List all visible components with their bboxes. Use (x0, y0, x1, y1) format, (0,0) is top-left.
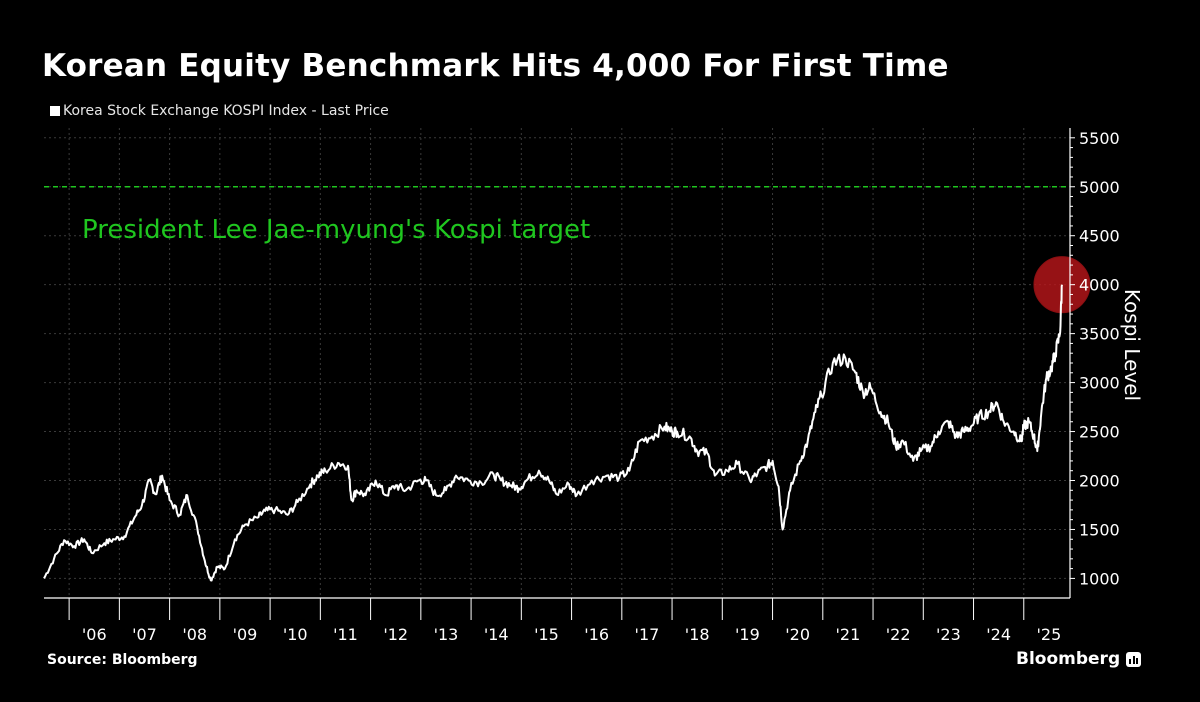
y-tick-label: 4000 (1079, 276, 1120, 295)
x-tick-label: '07 (132, 625, 157, 644)
y-tick-label: 4500 (1079, 227, 1120, 246)
bloomberg-bars-icon (1126, 651, 1142, 667)
x-tick-label: '15 (534, 625, 559, 644)
y-tick-label: 5500 (1079, 129, 1120, 148)
kospi-series-line (43, 284, 1063, 582)
legend: Korea Stock Exchange KOSPI Index - Last … (50, 103, 389, 119)
x-tick-label: '13 (434, 625, 459, 644)
kospi-chart: President Lee Jae-myung's Kospi target 1… (43, 128, 1144, 644)
x-tick-label: '06 (82, 625, 107, 644)
series-layer (43, 256, 1091, 582)
y-tick-label: 1500 (1079, 520, 1120, 539)
x-tick-label: '21 (836, 625, 861, 644)
y-tick-label: 3500 (1079, 325, 1120, 344)
x-tick-label: '17 (635, 625, 660, 644)
target-annotation: President Lee Jae-myung's Kospi target (82, 215, 590, 245)
y-tick-label: 2500 (1079, 423, 1120, 442)
legend-swatch (50, 106, 60, 116)
axis-layer: 1000 1500 2000 2500 3000 3500 4000 4500 5000 5500… (44, 128, 1144, 644)
x-tick-label: '08 (182, 625, 207, 644)
legend-label: Korea Stock Exchange KOSPI Index - Last … (63, 103, 389, 119)
x-tick-label: '20 (785, 625, 810, 644)
x-tick-label: '18 (685, 625, 710, 644)
x-tick-label: '12 (383, 625, 408, 644)
x-tick-label: '16 (584, 625, 609, 644)
target-layer: President Lee Jae-myung's Kospi target (44, 186, 1070, 245)
chart-panel: President Lee Jae-myung's Kospi target 1… (30, 40, 1167, 672)
x-tick-label: '23 (936, 625, 961, 644)
y-tick-label: 5000 (1079, 178, 1120, 197)
x-tick-label: '09 (233, 625, 258, 644)
x-tick-label: '11 (333, 625, 358, 644)
record-highlight-circle (1033, 256, 1091, 314)
x-tick-label: '14 (484, 625, 509, 644)
bloomberg-logo: Bloomberg (1016, 649, 1142, 669)
y-tick-label: 3000 (1079, 374, 1120, 393)
y-axis-label: Kospi Level (1120, 289, 1144, 401)
source-label: Source: Bloomberg (47, 652, 198, 668)
x-tick-label: '25 (1037, 625, 1062, 644)
x-tick-label: '19 (735, 625, 760, 644)
y-tick-label: 1000 (1079, 569, 1120, 588)
x-tick-label: '22 (886, 625, 911, 644)
brand-text: Bloomberg (1016, 649, 1121, 669)
x-tick-label: '24 (986, 625, 1011, 644)
x-tick-label: '10 (283, 625, 308, 644)
chart-title: Korean Equity Benchmark Hits 4,000 For F… (42, 48, 949, 84)
y-tick-label: 2000 (1079, 472, 1120, 491)
